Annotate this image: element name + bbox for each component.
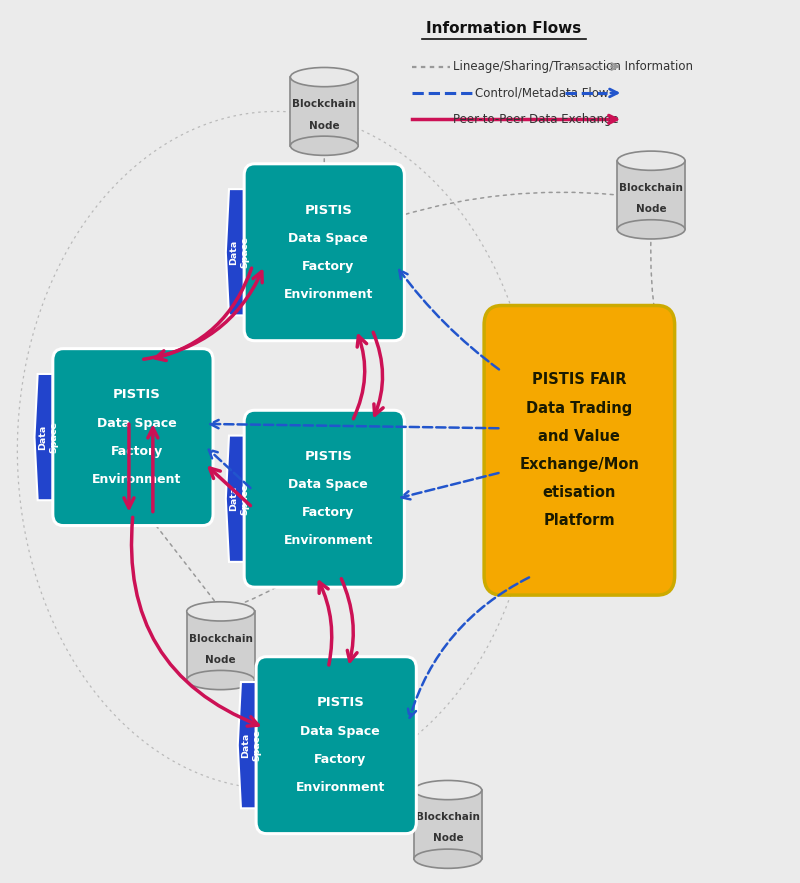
Text: Data
Space: Data Space	[230, 237, 250, 268]
Ellipse shape	[290, 67, 358, 87]
Ellipse shape	[618, 151, 685, 170]
Polygon shape	[34, 374, 68, 501]
Ellipse shape	[186, 602, 254, 621]
Text: Environment: Environment	[283, 534, 373, 547]
Ellipse shape	[186, 670, 254, 690]
Text: Information Flows: Information Flows	[426, 21, 582, 35]
Text: Data Space: Data Space	[97, 417, 177, 429]
Ellipse shape	[618, 220, 685, 239]
Ellipse shape	[414, 849, 482, 868]
Text: Environment: Environment	[283, 288, 373, 301]
FancyBboxPatch shape	[244, 411, 404, 587]
Text: Control/Metadata Flow: Control/Metadata Flow	[475, 87, 609, 100]
Text: Data
Space: Data Space	[242, 729, 262, 761]
Text: Exchange/Mon: Exchange/Mon	[519, 457, 639, 472]
Text: PISTIS: PISTIS	[316, 697, 364, 709]
Polygon shape	[238, 682, 271, 808]
Text: Data
Space: Data Space	[230, 483, 250, 515]
Text: Data Space: Data Space	[300, 725, 380, 737]
Text: Node: Node	[206, 655, 236, 665]
Text: etisation: etisation	[542, 485, 616, 500]
Text: Data
Space: Data Space	[38, 421, 58, 453]
Text: Factory: Factory	[302, 260, 354, 273]
Polygon shape	[414, 790, 482, 859]
Polygon shape	[226, 435, 259, 562]
Text: Peer-to-Peer Data Exchange: Peer-to-Peer Data Exchange	[454, 113, 619, 126]
FancyBboxPatch shape	[53, 349, 213, 525]
Text: and Value: and Value	[538, 429, 620, 444]
Text: Factory: Factory	[302, 506, 354, 519]
Polygon shape	[186, 611, 254, 680]
FancyBboxPatch shape	[244, 163, 404, 341]
Ellipse shape	[290, 136, 358, 155]
Text: Blockchain: Blockchain	[416, 812, 480, 822]
Text: Blockchain: Blockchain	[619, 183, 683, 193]
Text: Environment: Environment	[295, 781, 385, 794]
Text: Data Space: Data Space	[288, 231, 368, 245]
Text: PISTIS: PISTIS	[304, 203, 352, 216]
Text: Node: Node	[309, 120, 339, 131]
Text: Data Space: Data Space	[288, 478, 368, 491]
Polygon shape	[618, 161, 685, 230]
FancyBboxPatch shape	[256, 657, 416, 834]
Ellipse shape	[414, 781, 482, 800]
Text: PISTIS: PISTIS	[304, 450, 352, 463]
Text: Data Trading: Data Trading	[526, 401, 633, 416]
Text: Node: Node	[636, 204, 666, 214]
Text: Platform: Platform	[543, 513, 615, 528]
FancyBboxPatch shape	[484, 306, 674, 595]
Text: Blockchain: Blockchain	[292, 100, 356, 109]
Text: Node: Node	[433, 834, 463, 843]
Polygon shape	[290, 77, 358, 146]
Polygon shape	[226, 189, 259, 315]
Text: Lineage/Sharing/Transaction Information: Lineage/Sharing/Transaction Information	[454, 60, 694, 73]
Text: Factory: Factory	[314, 753, 366, 766]
Text: PISTIS: PISTIS	[113, 389, 161, 402]
Text: Environment: Environment	[92, 473, 182, 486]
Text: Factory: Factory	[110, 445, 163, 457]
Text: Blockchain: Blockchain	[189, 634, 253, 644]
Text: PISTIS FAIR: PISTIS FAIR	[532, 373, 626, 388]
